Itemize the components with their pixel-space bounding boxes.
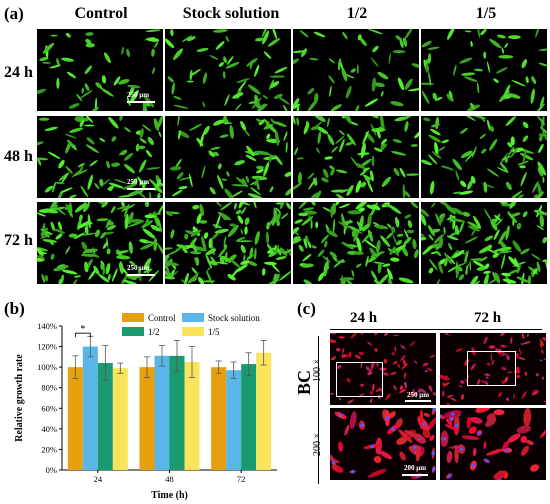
bar [184,362,200,470]
y-tick-label: 140% [37,321,57,331]
micrograph-r0-c2 [293,29,419,111]
micrograph-r0-c0: 250 μm [37,29,163,111]
y-tick-label: 60% [41,403,57,413]
significance-star: * [80,324,85,335]
bar [139,367,155,470]
col-head-stock: Stock solution [182,5,280,22]
row-head-24h: 24 h [4,64,33,81]
panel-c-row-100x: 100 × [312,358,323,382]
fluorescence-24h-100x [330,333,436,405]
x-tick-label: 48 [165,474,174,484]
legend-swatch [122,327,144,336]
bar [211,367,227,470]
y-tick-label: 120% [37,342,57,352]
scale-bar-label: 250 μm [127,91,150,99]
panel-c-scale-label-2: 200 μm [404,464,427,472]
panel-c-side-rule [318,336,319,484]
micrograph-r2-c3 [421,202,547,284]
col-head-half: 1/2 [346,5,368,22]
bar [154,355,170,470]
scale-bar-label: 250 μm [127,178,150,186]
panel-c-label: (c) [297,299,316,318]
legend-label: 1/5 [208,327,220,337]
bar [241,364,257,470]
bar [226,370,242,470]
bar [169,355,185,470]
y-tick-label: 40% [41,424,57,434]
growth-rate-chart: 0% 20% 40% 60% 80% 100% 120% 140% Relative growt… [14,313,277,501]
micrograph-r0-c1 [165,29,291,111]
legend-swatch [122,313,144,322]
y-tick-label: 0% [46,465,57,475]
fluorescence-72h-200x [440,408,546,480]
panel-c-scale-label-1: 250 μm [407,391,430,399]
micrograph-r0-c3 [421,29,547,111]
col-head-fifth: 1/5 [475,5,497,22]
legend-swatch [182,327,204,336]
micrograph-r2-c2 [293,202,419,284]
micrograph-r2-c1 [165,202,291,284]
panel-c-scale-bar-1 [405,400,431,402]
row-head-48h: 48 h [4,148,33,165]
y-tick-label: 80% [41,383,57,393]
scale-bar-line [127,101,155,103]
x-tick-label: 24 [94,474,103,484]
y-tick-label: 20% [41,444,57,454]
micrograph-r1-c2 [293,116,419,198]
micrograph-r1-c3 [421,116,547,198]
row-head-72h: 72 h [4,232,33,249]
micrograph-r2-c0: 250 μm [37,202,163,284]
bar [97,363,113,470]
legend-label: 1/2 [148,327,160,337]
panel-c-scale-bar-2 [402,474,428,476]
col-head-control: Control [74,5,128,22]
micrograph-r1-c0: 250 μm [37,116,163,198]
selection-box-72h [467,351,516,386]
fluorescence-24h-200x [330,408,436,480]
bar [67,367,83,470]
scale-bar-line [127,188,155,190]
significance-bracket [74,332,91,338]
selection-box-24h [336,362,383,397]
y-tick-label: 100% [37,362,57,372]
legend-swatch [182,313,204,322]
panel-a-label: (a) [4,4,24,23]
x-axis-label: Time (h) [151,490,188,501]
micrograph-r1-c1 [165,116,291,198]
panel-b-label: (b) [4,299,25,318]
panel-c-col-72h: 72 h [474,310,502,326]
scale-bar-line [127,274,155,276]
panel-c-col-24h: 24 h [350,310,378,326]
bar [82,346,98,470]
legend-label: Control [148,313,176,323]
scale-bar-label: 250 μm [127,264,150,272]
panel-c-col-rule [330,329,542,330]
panel-c-row-200x: 200 × [312,432,323,456]
x-tick-label: 72 [237,474,246,484]
bar [112,368,128,470]
y-axis-label: Relative growth rate [14,354,25,442]
bar [256,352,272,470]
legend-label: Stock solution [208,313,260,323]
